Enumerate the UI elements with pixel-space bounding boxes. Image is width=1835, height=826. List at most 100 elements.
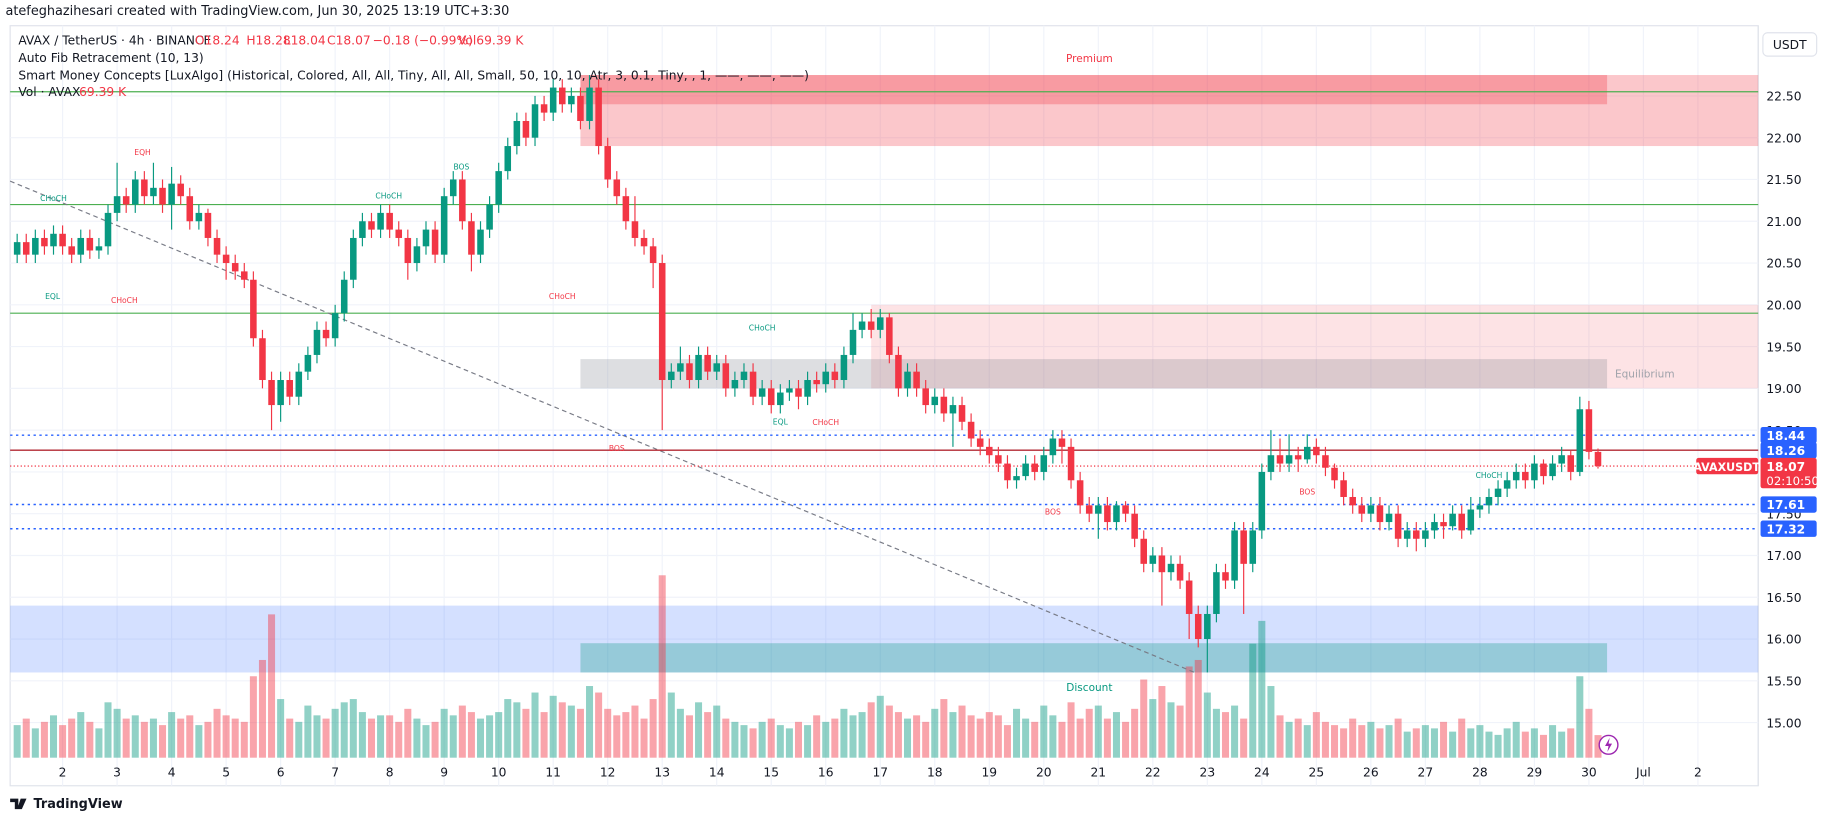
- volume-bar: [676, 708, 684, 758]
- volume-bar: [949, 712, 957, 758]
- price-badge: [1760, 442, 1817, 459]
- indicator-volume-value: 69.39 K: [79, 85, 127, 99]
- volume-bar: [913, 715, 921, 758]
- smc-label: EQL: [773, 417, 789, 426]
- candle-body: [50, 233, 57, 247]
- indicator-fib: Auto Fib Retracement (10, 13): [18, 51, 203, 65]
- candle-body: [86, 237, 94, 251]
- candle-body: [1204, 613, 1211, 640]
- candle-body: [250, 279, 257, 339]
- smc-label: CHoCH: [375, 192, 402, 201]
- volume-bar: [513, 702, 521, 758]
- volume-bar: [377, 715, 385, 758]
- volume-bar: [704, 712, 712, 758]
- candle-body: [1194, 613, 1202, 640]
- currency-button[interactable]: [1762, 32, 1818, 57]
- volume-bar: [1167, 702, 1175, 758]
- volume-bar: [1203, 692, 1211, 758]
- candle-body: [1231, 530, 1238, 581]
- candle-body: [177, 183, 184, 197]
- price-badge-label: 17.32: [1766, 522, 1805, 536]
- volume-bar: [1376, 728, 1384, 758]
- candle-body: [440, 196, 448, 255]
- candle-body: [831, 371, 839, 381]
- x-tick-label: 4: [168, 765, 176, 779]
- volume-bar: [495, 712, 503, 758]
- x-tick-label: 17: [872, 765, 888, 779]
- y-tick-label: 15.50: [1766, 674, 1801, 688]
- candle-body: [1422, 530, 1429, 539]
- ohlc-change: −0.18 (−0.99%): [373, 33, 473, 47]
- smc-label: CHoCH: [812, 418, 839, 427]
- price-badge: [1760, 496, 1817, 513]
- candle-body: [359, 221, 366, 238]
- candle-body: [1285, 455, 1293, 464]
- lines-layer: [9, 91, 1759, 674]
- x-tick-label: 6: [277, 765, 285, 779]
- x-tick-label: 24: [1254, 765, 1270, 779]
- candle-body: [295, 371, 303, 397]
- volume-bar: [467, 712, 475, 758]
- volume-bar: [1385, 725, 1393, 758]
- volume-bar: [967, 715, 975, 758]
- volume-bar: [1485, 731, 1493, 758]
- volume-bar: [1103, 718, 1111, 758]
- volume-bar: [1503, 728, 1511, 758]
- candle-body: [1567, 455, 1575, 472]
- candle-body: [731, 380, 739, 389]
- candle-body: [1576, 409, 1584, 472]
- candle-body: [749, 371, 757, 397]
- candle-body: [549, 87, 557, 113]
- volume-bar: [413, 718, 421, 758]
- volume-bar: [1494, 734, 1502, 758]
- candle-body: [958, 405, 966, 422]
- candle-body: [668, 371, 675, 381]
- candle-body: [1158, 555, 1166, 573]
- volume-bar: [358, 712, 366, 758]
- candle-body: [122, 196, 130, 205]
- volume-bar: [876, 695, 884, 758]
- y-tick-label: 22.50: [1766, 90, 1801, 104]
- candle-body: [1303, 446, 1311, 460]
- candle-body: [486, 204, 493, 230]
- x-tick-label: 30: [1581, 765, 1597, 779]
- candle-body: [577, 95, 584, 121]
- candle-body: [677, 363, 684, 372]
- volume-bar: [604, 708, 612, 758]
- candle-body: [404, 237, 412, 264]
- indicator-volume: Vol · AVAX: [18, 85, 81, 99]
- price-badge-label: 18.44: [1766, 429, 1805, 443]
- volume-bar: [922, 721, 930, 758]
- smc-label: CHoCH: [549, 292, 576, 301]
- candle-body: [1249, 530, 1257, 564]
- volume-bar: [1321, 721, 1329, 758]
- y-tick-label: 20.00: [1766, 298, 1801, 312]
- volume-bar: [713, 705, 721, 758]
- price-badge: [1760, 457, 1817, 489]
- candle-body: [1594, 451, 1602, 467]
- discount-label: Discount: [1066, 682, 1112, 694]
- candle-body: [231, 263, 239, 272]
- volume-bar: [1358, 725, 1366, 758]
- volume-bar: [386, 715, 394, 758]
- candle-body: [559, 87, 566, 105]
- currency-label: USDT: [1773, 38, 1807, 52]
- candle-body: [1185, 580, 1193, 614]
- candle-body: [1376, 505, 1384, 523]
- volume-bar: [1122, 721, 1130, 758]
- zones-layer: [10, 75, 1759, 673]
- volume-bar: [1294, 718, 1302, 758]
- labels-layer: CHoCH EQH EQL CHoCH CHoCH BOS CHoCH CHoCH EQL CHo…: [40, 148, 1502, 516]
- volume-bar: [994, 715, 1002, 758]
- candle-body: [858, 321, 866, 330]
- candle-body: [59, 233, 66, 247]
- volume-bar: [149, 718, 157, 758]
- volume-bar: [749, 728, 757, 758]
- volume-bar: [1085, 708, 1093, 758]
- x-tick-label: 20: [1036, 765, 1052, 779]
- volume-bar: [1158, 686, 1166, 758]
- volume-bar: [1530, 728, 1538, 758]
- candle-body: [113, 196, 121, 213]
- candle-body: [150, 187, 157, 197]
- volume-bar: [1549, 725, 1557, 758]
